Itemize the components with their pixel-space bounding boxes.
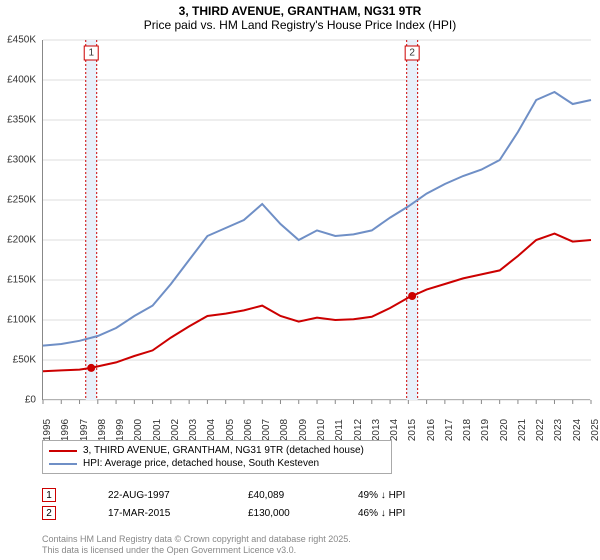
x-tick-label: 2006 — [243, 419, 254, 441]
annotation-price: £40,089 — [248, 490, 318, 501]
annotation-pct: 49% ↓ HPI — [358, 490, 448, 501]
x-tick-label: 2003 — [188, 419, 199, 441]
y-tick-label: £0 — [25, 395, 36, 406]
footer-line1: Contains HM Land Registry data © Crown c… — [42, 534, 351, 545]
svg-text:2: 2 — [409, 48, 415, 59]
y-tick-label: £350K — [7, 115, 36, 126]
annotation-pct: 46% ↓ HPI — [358, 508, 448, 519]
x-axis-labels: 1995 1996 1997 1998 1999 2000 2001 2002 2003 2004… — [42, 402, 590, 438]
x-tick-label: 2012 — [353, 419, 364, 441]
svg-text:1: 1 — [88, 48, 94, 59]
footer-line2: This data is licensed under the Open Gov… — [42, 545, 351, 556]
x-tick-label: 2024 — [572, 419, 583, 441]
legend-item: 3, THIRD AVENUE, GRANTHAM, NG31 9TR (det… — [49, 444, 385, 457]
annotation-marker: 2 — [42, 506, 56, 520]
x-tick-label: 2005 — [225, 419, 236, 441]
legend-swatch — [49, 450, 77, 452]
chart-title: 3, THIRD AVENUE, GRANTHAM, NG31 9TR Pric… — [0, 0, 600, 34]
x-tick-label: 2004 — [206, 419, 217, 441]
y-tick-label: £50K — [13, 355, 36, 366]
x-tick-label: 1999 — [115, 419, 126, 441]
x-tick-label: 2001 — [152, 419, 163, 441]
legend-label: 3, THIRD AVENUE, GRANTHAM, NG31 9TR (det… — [83, 445, 364, 456]
x-tick-label: 1997 — [79, 419, 90, 441]
annotation-row: 2 17-MAR-2015 £130,000 46% ↓ HPI — [42, 504, 590, 522]
annotation-date: 17-MAR-2015 — [108, 508, 208, 519]
legend-swatch — [49, 463, 77, 465]
annotation-price: £130,000 — [248, 508, 318, 519]
plot-svg: 12 — [43, 40, 590, 399]
x-tick-label: 2013 — [371, 419, 382, 441]
chart-container: 3, THIRD AVENUE, GRANTHAM, NG31 9TR Pric… — [0, 0, 600, 560]
x-tick-label: 2008 — [279, 419, 290, 441]
footer: Contains HM Land Registry data © Crown c… — [42, 534, 351, 556]
x-tick-label: 2016 — [426, 419, 437, 441]
x-tick-label: 1998 — [97, 419, 108, 441]
y-tick-label: £400K — [7, 75, 36, 86]
x-tick-label: 2010 — [316, 419, 327, 441]
legend-item: HPI: Average price, detached house, Sout… — [49, 457, 385, 470]
y-tick-label: £250K — [7, 195, 36, 206]
x-tick-label: 2017 — [444, 419, 455, 441]
y-tick-label: £200K — [7, 235, 36, 246]
y-tick-label: £100K — [7, 315, 36, 326]
x-tick-label: 2007 — [261, 419, 272, 441]
y-axis-labels: £0£50K£100K£150K£200K£250K£300K£350K£400… — [0, 40, 40, 400]
x-tick-label: 2000 — [133, 419, 144, 441]
plot-area: 12 — [42, 40, 590, 400]
x-tick-label: 2019 — [480, 419, 491, 441]
x-tick-label: 2023 — [553, 419, 564, 441]
x-tick-label: 2020 — [499, 419, 510, 441]
x-tick-label: 1995 — [42, 419, 53, 441]
x-tick-label: 2022 — [535, 419, 546, 441]
annotation-marker: 1 — [42, 488, 56, 502]
title-line2: Price paid vs. HM Land Registry's House … — [0, 18, 600, 32]
x-tick-label: 2009 — [298, 419, 309, 441]
y-tick-label: £150K — [7, 275, 36, 286]
annotation-row: 1 22-AUG-1997 £40,089 49% ↓ HPI — [42, 486, 590, 504]
x-tick-label: 2011 — [334, 419, 345, 441]
x-tick-label: 2025 — [590, 419, 600, 441]
title-line1: 3, THIRD AVENUE, GRANTHAM, NG31 9TR — [0, 4, 600, 18]
x-tick-label: 2018 — [462, 419, 473, 441]
x-tick-label: 2015 — [407, 419, 418, 441]
y-tick-label: £300K — [7, 155, 36, 166]
y-tick-label: £450K — [7, 35, 36, 46]
annotation-date: 22-AUG-1997 — [108, 490, 208, 501]
x-tick-label: 2002 — [170, 419, 181, 441]
x-tick-label: 2021 — [517, 419, 528, 441]
annotations-block: 1 22-AUG-1997 £40,089 49% ↓ HPI 2 17-MAR-2015… — [42, 486, 590, 522]
legend-label: HPI: Average price, detached house, Sout… — [83, 458, 319, 469]
x-tick-label: 2014 — [389, 419, 400, 441]
x-tick-label: 1996 — [60, 419, 71, 441]
legend: 3, THIRD AVENUE, GRANTHAM, NG31 9TR (det… — [42, 440, 392, 474]
